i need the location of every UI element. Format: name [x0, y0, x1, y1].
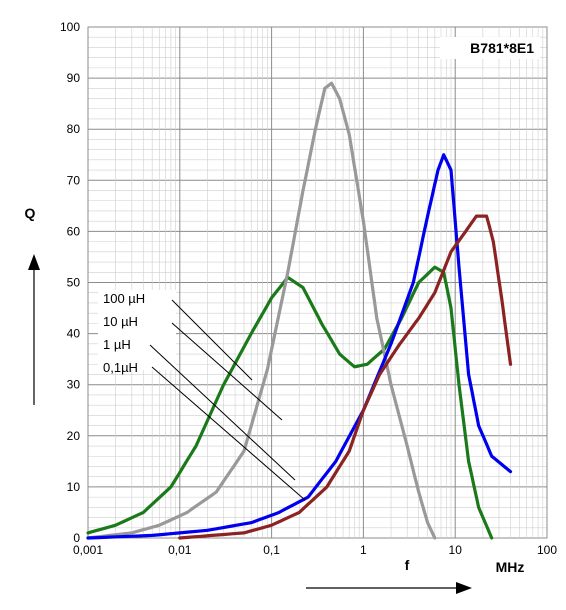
y-tick-label: 10: [67, 480, 81, 494]
y-tick-label: 90: [67, 71, 81, 85]
annotation-group: 100 µH 10 µH 1 µH 0,1µH: [98, 290, 306, 501]
x-axis-label: f: [405, 557, 410, 573]
x-tick-label: 0,01: [168, 543, 192, 557]
annotation-leader-line: [149, 344, 296, 481]
annotation-leader-line: [171, 299, 253, 381]
y-tick-label: 20: [67, 429, 81, 443]
x-tick-label: 100: [537, 543, 557, 557]
series-line-1: [86, 265, 494, 540]
series-line-2: [86, 81, 437, 540]
y-axis-arrowhead: [28, 254, 40, 270]
y-axis-label: Q: [25, 205, 36, 221]
grid: [87, 26, 548, 539]
titles: B781*8E1 Qf MHz: [25, 37, 540, 594]
y-tick-label: 50: [67, 276, 81, 290]
x-tick-label: 1: [360, 543, 367, 557]
y-tick-label: 100: [60, 20, 80, 34]
y-tick-label: 40: [67, 327, 81, 341]
inductance-label: 1 µH: [103, 337, 131, 352]
y-tick-label: 70: [67, 173, 81, 187]
x-tick-label: 0,001: [73, 543, 103, 557]
series-group: [86, 81, 513, 540]
series-line-3: [86, 153, 513, 540]
inductance-label: 10 µH: [103, 314, 138, 329]
y-tick-label: 0: [73, 531, 80, 545]
annotation-leader-line: [151, 366, 306, 501]
series-line-4: [178, 214, 513, 540]
x-axis-arrowhead: [456, 582, 472, 594]
x-tick-label: 10: [449, 543, 463, 557]
inductance-label: 0,1µH: [103, 360, 138, 375]
x-tick-label: 0,1: [263, 543, 280, 557]
part-number-box: [440, 37, 540, 59]
annotation-leader-line: [171, 322, 283, 421]
x-axis-unit: MHz: [496, 559, 525, 575]
part-number-label: B781*8E1: [470, 40, 534, 56]
tick-labels: 0 10 20 30 40 50 60 70 80 90 100 0,001 0,01 0,1 1 10 100: [60, 20, 557, 557]
y-tick-label: 80: [67, 122, 81, 136]
y-tick-label: 60: [67, 224, 81, 238]
inductance-label: 100 µH: [103, 291, 145, 306]
y-tick-label: 30: [67, 378, 81, 392]
